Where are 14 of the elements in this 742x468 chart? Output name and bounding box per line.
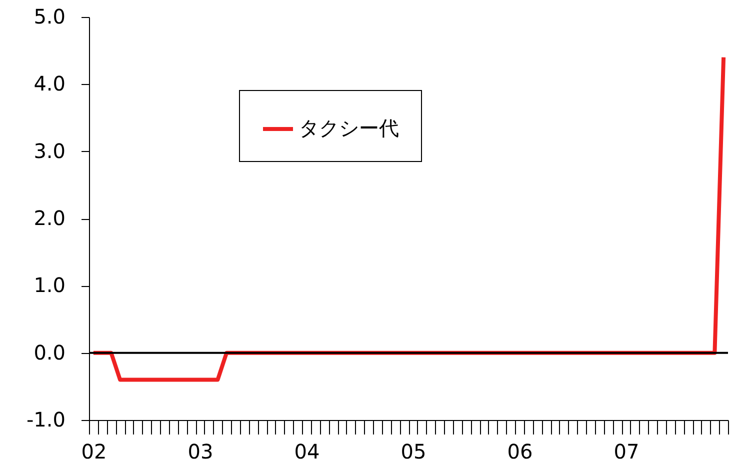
legend-label: タクシー代 [299,116,399,140]
y-tick-label: 4.0 [34,72,66,96]
y-tick-label: -1.0 [26,408,66,432]
x-tick-label: 04 [294,440,320,464]
x-tick-label: 03 [188,440,214,464]
y-tick-label: 3.0 [34,138,66,163]
x-tick-label: 07 [614,440,640,464]
y-tick-label: 1.0 [34,273,66,298]
x-tick-label: 06 [507,440,533,464]
y-tick-label: 5.0 [34,4,66,28]
x-tick-label: 02 [81,440,107,464]
y-tick-label: 2.0 [34,206,66,230]
y-tick-label: 0.0 [34,340,66,364]
x-tick-label: 05 [400,440,426,464]
